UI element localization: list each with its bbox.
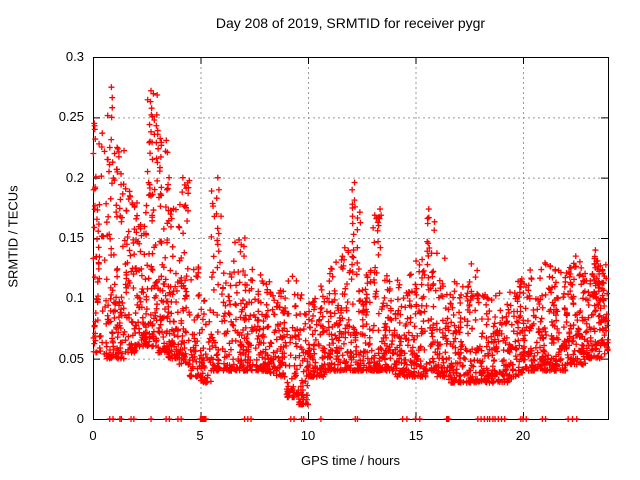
y-axis-label: SRMTID / TECUs — [5, 185, 21, 288]
y-tick-label: 0.3 — [65, 49, 84, 64]
y-tick-label: 0 — [76, 411, 84, 426]
y-tick-label: 0.2 — [65, 170, 84, 185]
x-tick-label: 5 — [196, 428, 204, 443]
chart-title: Day 208 of 2019, SRMTID for receiver pyg… — [215, 15, 486, 31]
x-tick-label: 15 — [408, 428, 424, 443]
y-tick-label: 0.15 — [58, 230, 84, 245]
x-tick-label: 0 — [89, 428, 97, 443]
x-tick-label: 20 — [515, 428, 531, 443]
y-tick-label: 0.05 — [58, 351, 84, 366]
y-tick-label: 0.1 — [65, 290, 84, 305]
x-axis-label: GPS time / hours — [301, 453, 400, 468]
x-tick-label: 10 — [300, 428, 316, 443]
y-tick-label: 0.25 — [58, 109, 84, 124]
